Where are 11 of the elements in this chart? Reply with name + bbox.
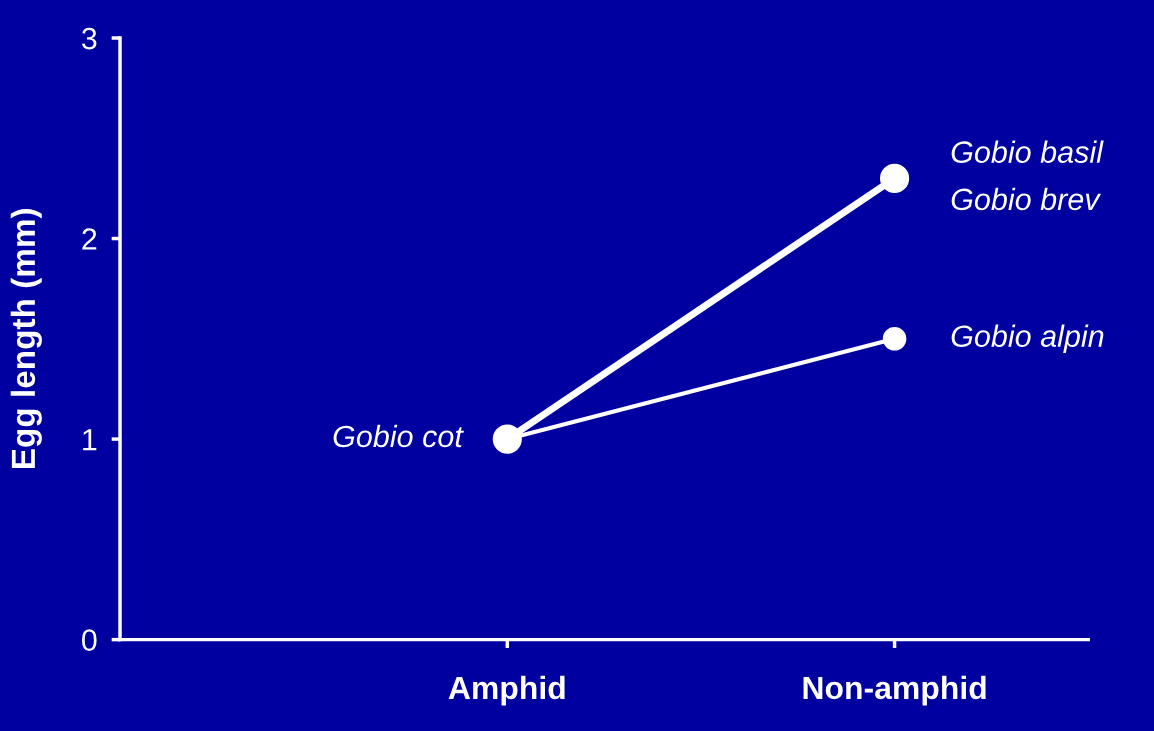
annotation: Gobio brev (951, 187, 1102, 211)
x-tick-label: Amphid (448, 675, 565, 706)
annotation: Gobio alpin (951, 324, 1104, 354)
y-tick-label: 0 (82, 629, 97, 651)
x-tick-label: Non-amphid (803, 675, 986, 706)
y-axis-title: Egg length (mm) (10, 209, 42, 469)
y-tick-label: 3 (81, 27, 97, 50)
annotation: Gobio cot (333, 424, 464, 448)
annotation: Gobio basil (951, 140, 1104, 163)
y-tick-label: 2 (82, 228, 97, 250)
y-tick-label: 1 (83, 429, 97, 451)
